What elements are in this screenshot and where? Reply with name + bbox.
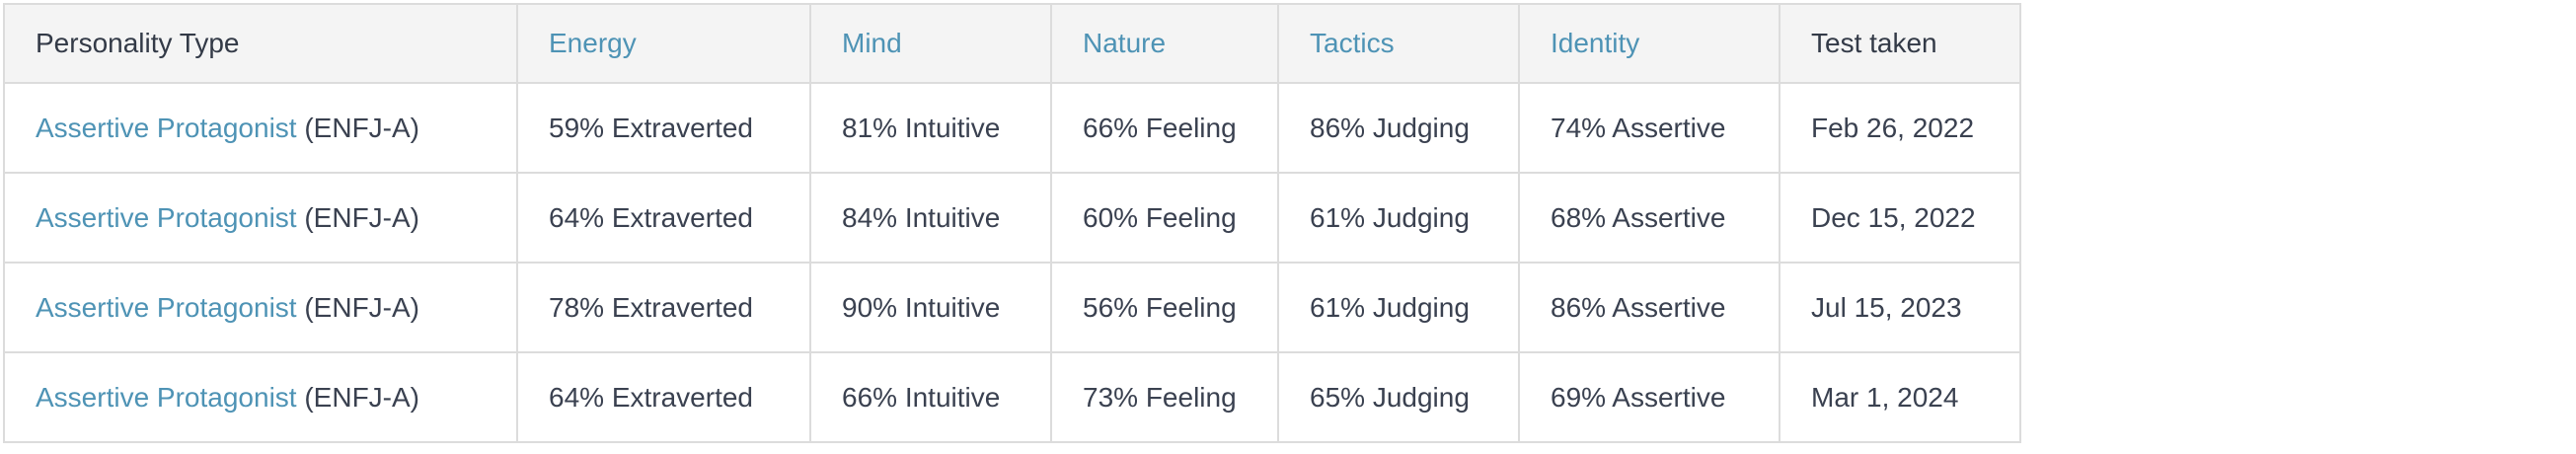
cell-identity: 74% Assertive [1518, 82, 1780, 174]
cell-energy: 59% Extraverted [516, 82, 811, 174]
cell-nature: 60% Feeling [1050, 172, 1279, 264]
cell-personality-type: Assertive Protagonist (ENFJ-A) [3, 262, 518, 353]
table-row: Assertive Protagonist (ENFJ-A) 59% Extra… [3, 82, 2021, 174]
personality-type-code: (ENFJ-A) [304, 112, 420, 143]
cell-personality-type: Assertive Protagonist (ENFJ-A) [3, 351, 518, 443]
header-nature[interactable]: Nature [1050, 3, 1279, 84]
cell-identity: 86% Assertive [1518, 262, 1780, 353]
test-results-table: Personality Type Energy Mind Nature Tact… [3, 3, 2021, 443]
personality-type-link[interactable]: Assertive Protagonist [36, 112, 297, 143]
header-row: Personality Type Energy Mind Nature Tact… [3, 3, 2021, 84]
cell-mind: 66% Intuitive [809, 351, 1052, 443]
table-row: Assertive Protagonist (ENFJ-A) 78% Extra… [3, 262, 2021, 353]
table-header: Personality Type Energy Mind Nature Tact… [3, 3, 2021, 84]
cell-energy: 64% Extraverted [516, 172, 811, 264]
personality-type-link[interactable]: Assertive Protagonist [36, 381, 297, 413]
cell-nature: 56% Feeling [1050, 262, 1279, 353]
personality-type-code: (ENFJ-A) [304, 201, 420, 233]
cell-identity: 69% Assertive [1518, 351, 1780, 443]
cell-tactics: 61% Judging [1277, 172, 1520, 264]
personality-type-link[interactable]: Assertive Protagonist [36, 291, 297, 323]
cell-test-date: Jul 15, 2023 [1779, 262, 2021, 353]
header-tactics[interactable]: Tactics [1277, 3, 1520, 84]
header-mind[interactable]: Mind [809, 3, 1052, 84]
header-identity[interactable]: Identity [1518, 3, 1780, 84]
cell-energy: 78% Extraverted [516, 262, 811, 353]
personality-type-code: (ENFJ-A) [304, 381, 420, 413]
table-body: Assertive Protagonist (ENFJ-A) 59% Extra… [3, 82, 2021, 443]
header-personality-type: Personality Type [3, 3, 518, 84]
personality-type-code: (ENFJ-A) [304, 291, 420, 323]
cell-test-date: Feb 26, 2022 [1779, 82, 2021, 174]
table-row: Assertive Protagonist (ENFJ-A) 64% Extra… [3, 172, 2021, 264]
cell-tactics: 86% Judging [1277, 82, 1520, 174]
cell-test-date: Mar 1, 2024 [1779, 351, 2021, 443]
cell-mind: 81% Intuitive [809, 82, 1052, 174]
cell-personality-type: Assertive Protagonist (ENFJ-A) [3, 172, 518, 264]
cell-mind: 84% Intuitive [809, 172, 1052, 264]
cell-nature: 66% Feeling [1050, 82, 1279, 174]
table-row: Assertive Protagonist (ENFJ-A) 64% Extra… [3, 351, 2021, 443]
cell-energy: 64% Extraverted [516, 351, 811, 443]
header-test-taken: Test taken [1779, 3, 2021, 84]
cell-tactics: 65% Judging [1277, 351, 1520, 443]
cell-personality-type: Assertive Protagonist (ENFJ-A) [3, 82, 518, 174]
header-energy[interactable]: Energy [516, 3, 811, 84]
cell-test-date: Dec 15, 2022 [1779, 172, 2021, 264]
cell-mind: 90% Intuitive [809, 262, 1052, 353]
cell-tactics: 61% Judging [1277, 262, 1520, 353]
cell-identity: 68% Assertive [1518, 172, 1780, 264]
personality-type-link[interactable]: Assertive Protagonist [36, 201, 297, 233]
cell-nature: 73% Feeling [1050, 351, 1279, 443]
